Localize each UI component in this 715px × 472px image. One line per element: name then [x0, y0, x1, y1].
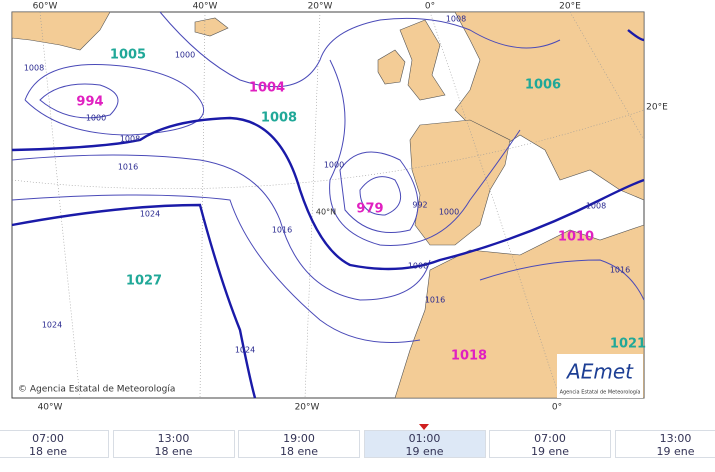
isobar-label: 1016 [610, 266, 630, 275]
lon-label: 0° [425, 2, 435, 12]
isobar-label: 1008 [408, 262, 428, 271]
pressure-center: 1004 [249, 81, 285, 96]
time-step-time: 07:00 [32, 432, 64, 445]
isobar-label: 1000 [324, 161, 344, 170]
isobar-label: 1024 [140, 210, 160, 219]
pressure-center: 1006 [525, 78, 561, 93]
lon-label: 60°W [33, 2, 58, 12]
isobar-label: 1008 [24, 64, 44, 73]
lat-label: 40°N [316, 208, 336, 217]
credit: © Agencia Estatal de Meteorología [18, 385, 175, 395]
isobar-label: 1016 [272, 226, 292, 235]
main-isobars [11, 29, 645, 399]
iberia [409, 119, 511, 246]
europe [454, 11, 645, 201]
pressure-center: 979 [356, 202, 383, 217]
time-step-time: 19:00 [283, 432, 315, 445]
logo-subtitle: Agencia Estatal de Meteorología [560, 389, 641, 396]
weather-map: 60°W 40°W 20°W 0° 20°E 20°E 40°W 20°W 0° 40°N 994 1… [11, 2, 668, 413]
logo-box [557, 354, 643, 398]
isobar-label: 992 [412, 201, 427, 210]
time-step-time: 07:00 [534, 432, 566, 445]
lon-label: 20°E [559, 2, 581, 12]
time-step[interactable]: 01:00 19 ene [363, 430, 486, 458]
pressure-center: 1010 [558, 230, 594, 245]
time-step-date: 18 ene [154, 445, 193, 458]
logo-name: AEmet [565, 360, 634, 384]
isobar-label: 1016 [118, 163, 138, 172]
time-step-time: 13:00 [157, 432, 190, 445]
isobar-label: 1024 [235, 346, 255, 355]
time-step-date: 18 ene [279, 445, 318, 458]
lon-label: 20°W [295, 403, 320, 413]
lon-label: 40°W [38, 403, 63, 413]
graticule [11, 11, 645, 399]
pressure-center: 1021 [610, 337, 646, 352]
time-step-date: 18 ene [28, 445, 67, 458]
lon-label: 0° [552, 403, 562, 413]
time-step[interactable]: 07:00 19 ene [489, 430, 611, 458]
lon-label: 20°E [646, 103, 668, 113]
isobar-label: 1008 [446, 15, 466, 24]
current-marker [419, 424, 429, 430]
time-step[interactable]: 13:00 18 ene [112, 430, 235, 458]
time-step-date: 19 ene [405, 445, 444, 458]
time-step-time: 13:00 [659, 432, 692, 445]
pressure-center: 1027 [126, 274, 162, 289]
isobar-label: 1000 [439, 208, 459, 217]
britain [399, 19, 446, 101]
pressure-center: 1005 [110, 48, 146, 63]
pressure-center: 994 [76, 95, 103, 110]
isobar-label: 1008 [120, 135, 140, 144]
isobar-label: 1024 [42, 321, 62, 330]
time-step-time: 01:00 [408, 432, 441, 445]
isobar-label: 1000 [175, 51, 195, 60]
time-step-date: 19 ene [656, 445, 695, 458]
pressure-center: 1008 [261, 111, 297, 126]
time-step[interactable]: 19:00 18 ene [238, 430, 360, 458]
time-step-date: 19 ene [530, 445, 569, 458]
isobar-label: 1000 [86, 114, 106, 123]
isobar-label: 1016 [425, 296, 445, 305]
isobar-label: 1008 [586, 202, 606, 211]
ireland [377, 49, 406, 85]
pressure-center: 1018 [451, 349, 487, 364]
iceland [194, 17, 229, 37]
isobars [11, 11, 645, 343]
lon-label: 20°W [308, 2, 333, 12]
greenland [11, 11, 111, 51]
time-step[interactable]: 13:00 19 ene [614, 430, 715, 458]
lon-label: 40°W [193, 2, 218, 12]
time-step[interactable]: 07:00 18 ene [0, 430, 109, 458]
